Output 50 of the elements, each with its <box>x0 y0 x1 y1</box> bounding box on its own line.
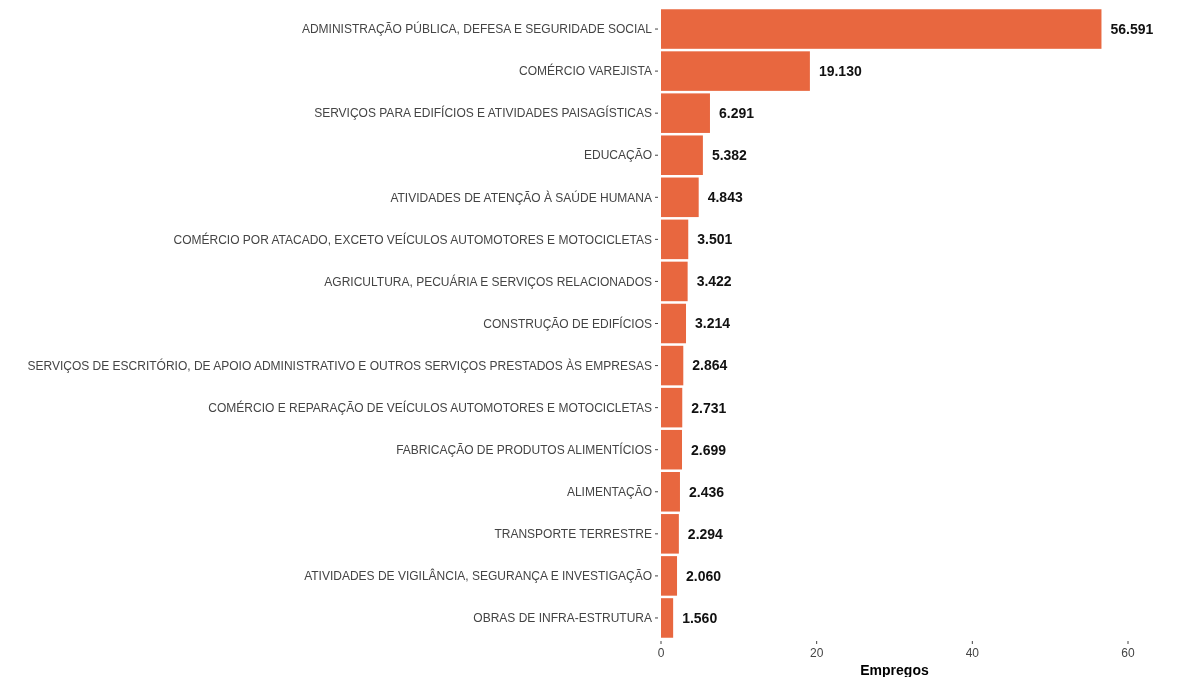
bar <box>661 177 699 218</box>
bar <box>661 51 810 91</box>
y-tick-label: EDUCAÇÃO <box>583 148 652 163</box>
data-label: 1.560 <box>682 609 718 626</box>
bar <box>661 219 689 260</box>
y-tick-label: COMÉRCIO VAREJISTA <box>519 63 652 79</box>
data-label: 4.843 <box>707 189 743 206</box>
data-label: 3.501 <box>697 231 733 248</box>
bar <box>661 345 684 386</box>
y-tick-label: OBRAS DE INFRA-ESTRUTURA <box>473 611 652 626</box>
bar <box>661 93 710 133</box>
data-label: 2.294 <box>687 525 724 542</box>
data-label: 2.436 <box>688 483 725 500</box>
bar <box>661 472 680 512</box>
y-tick-label: ATIVIDADES DE ATENÇÃO À SAÚDE HUMANA <box>390 189 652 205</box>
y-tick-label: COMÉRCIO POR ATACADO, EXCETO VEÍCULOS AUTOMOTORES E MOTOCICLETAS <box>173 231 652 247</box>
y-tick-label: ADMINISTRAÇÃO PÚBLICA, DEFESA E SEGURIDADE SOCIAL <box>301 21 653 37</box>
y-tick-label: COMÉRCIO E REPARAÇÃO DE VEÍCULOS AUTOMOTORES E MOTOCICLETAS <box>208 399 652 415</box>
y-tick-label: CONSTRUÇÃO DE EDIFÍCIOS <box>483 315 652 331</box>
bar <box>661 429 683 470</box>
data-label: 3.214 <box>695 315 731 332</box>
data-label: 3.422 <box>696 273 732 290</box>
bar <box>661 514 679 554</box>
data-label: 6.291 <box>718 105 755 122</box>
y-tick-label: ALIMENTAÇÃO <box>566 484 652 499</box>
y-tick-label: ATIVIDADES DE VIGILÂNCIA, SEGURANÇA E INVESTIGAÇÃO <box>304 568 652 584</box>
data-label: 2.864 <box>692 357 728 374</box>
y-tick-label: TRANSPORTE TERRESTRE <box>494 527 652 542</box>
y-tick-label: SERVIÇOS PARA EDIFÍCIOS E ATIVIDADES PAISAGÍSTICAS <box>314 105 652 121</box>
x-tick-label: 60 <box>1121 646 1135 660</box>
bar <box>661 387 683 428</box>
bar <box>661 556 678 596</box>
data-label: 2.060 <box>686 567 722 584</box>
data-label: 2.731 <box>691 399 727 416</box>
data-label: 19.130 <box>818 63 862 79</box>
data-label: 2.699 <box>691 441 727 458</box>
y-tick-label: AGRICULTURA, PECUÁRIA E SERVIÇOS RELACIONADOS <box>324 273 652 289</box>
bar <box>661 598 674 638</box>
data-label: 5.382 <box>711 147 748 164</box>
x-tick-label: 0 <box>657 646 665 660</box>
y-tick-label: FABRICAÇÃO DE PRODUTOS ALIMENTÍCIOS <box>396 441 652 457</box>
bar <box>661 9 1102 49</box>
data-label: 56.591 <box>1110 20 1154 37</box>
y-tick-label: SERVIÇOS DE ESCRITÓRIO, DE APOIO ADMINISTRATIVO E OUTROS SERVIÇOS PRESTADOS ÀS EMPRESAS <box>27 357 652 373</box>
x-tick-label: 20 <box>809 646 824 660</box>
x-axis-title: Empregos <box>860 662 929 678</box>
x-tick-label: 40 <box>965 646 980 660</box>
bar <box>661 303 687 344</box>
bar <box>661 135 703 175</box>
bar <box>661 261 688 302</box>
